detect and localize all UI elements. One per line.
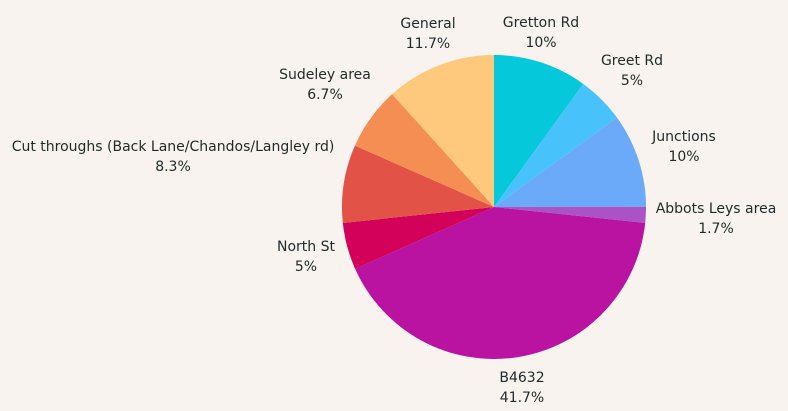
pie-slice-abbots-leys-area <box>494 206 646 223</box>
pie-slice-cut-throughs-back-lane-chandos-langley-rd <box>342 145 494 223</box>
slice-percent-gretton-rd: 10% <box>525 35 556 51</box>
slice-label-sudeley-area: Sudeley area <box>279 67 371 83</box>
slice-label-north-st: North St <box>277 239 335 255</box>
pie-slice-junctions <box>494 117 646 207</box>
slice-label-b4632: B4632 <box>499 370 544 386</box>
slice-percent-sudeley-area: 6.7% <box>307 87 343 103</box>
pie-slice-north-st <box>342 207 494 269</box>
slice-label-junctions: Junctions <box>651 129 716 145</box>
slice-percent-north-st: 5% <box>295 259 317 275</box>
slice-percent-b4632: 41.7% <box>500 390 544 406</box>
slice-percent-abbots-leys-area: 1.7% <box>698 221 734 237</box>
pie-labels: Gretton Rd 10% Greet Rd 5% Junctions 10% Abbot… <box>12 15 777 406</box>
slice-label-cut-throughs-back-lane-chandos-langley-rd: Cut throughs (Back Lane/Chandos/Langley … <box>12 139 335 155</box>
slice-percent-general: 11.7% <box>406 36 450 52</box>
slice-label-greet-rd: Greet Rd <box>601 53 663 69</box>
pie-slices <box>342 55 646 359</box>
slice-label-gretton-rd: Gretton Rd <box>503 15 579 31</box>
slice-percent-cut-throughs-back-lane-chandos-langley-rd: 8.3% <box>155 159 191 175</box>
slice-percent-junctions: 10% <box>668 149 699 165</box>
pie-slice-b4632 <box>355 207 646 359</box>
slice-label-general: General <box>400 16 455 32</box>
slice-percent-greet-rd: 5% <box>621 73 643 89</box>
pie-slice-gretton-rd <box>494 55 584 207</box>
slice-label-abbots-leys-area: Abbots Leys area <box>656 201 777 217</box>
pie-slice-general <box>392 55 494 207</box>
pie-slice-sudeley-area <box>354 94 494 207</box>
pie-slice-greet-rd <box>494 83 617 207</box>
